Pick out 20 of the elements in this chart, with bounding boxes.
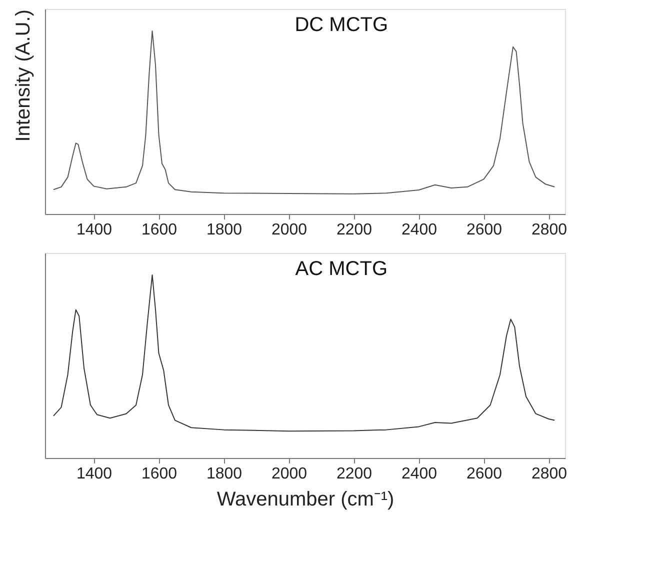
x-tick-label: 1800 <box>206 466 242 482</box>
x-tick-label: 1800 <box>206 222 242 238</box>
chart-title: DC MCTG <box>294 14 388 36</box>
x-tick-label: 1400 <box>76 222 112 238</box>
x-tick-label: 1400 <box>76 466 112 482</box>
x-tick-label: 1600 <box>141 466 178 482</box>
x-tick-label: 2800 <box>531 222 568 238</box>
x-tick-label: 2000 <box>271 222 308 238</box>
x-tick-label: 2600 <box>466 222 502 238</box>
x-tick-label: 2000 <box>271 466 308 482</box>
x-tick-label: 2200 <box>336 466 372 482</box>
chart-title: AC MCTG <box>295 258 388 280</box>
x-tick-label: 2800 <box>531 466 568 482</box>
x-tick-label: 2400 <box>401 466 438 482</box>
x-tick-label: 2600 <box>466 466 502 482</box>
x-tick-label: 1600 <box>141 222 178 238</box>
x-axis-title: Wavenumber (cm⁻¹) <box>216 488 394 510</box>
x-tick-label: 2400 <box>401 222 438 238</box>
x-tick-label: 2200 <box>336 222 372 238</box>
y-axis-title: Intensity (A.U.) <box>12 10 34 142</box>
